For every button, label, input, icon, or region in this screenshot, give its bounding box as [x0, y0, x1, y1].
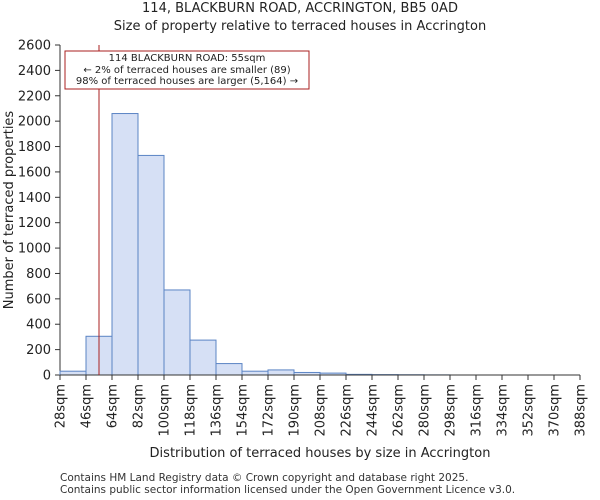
x-tick-label: 82sqm: [132, 384, 147, 428]
y-tick-label: 600: [26, 292, 51, 307]
bar: [241, 370, 269, 376]
x-tick-label: 226sqm: [340, 384, 355, 437]
y-tick-label: 200: [26, 343, 51, 358]
bar: [215, 363, 243, 376]
x-tick-label: 244sqm: [366, 384, 381, 437]
x-tick-label: 46sqm: [80, 384, 95, 428]
x-tick-label: 136sqm: [210, 384, 225, 437]
y-tick-label: 1200: [18, 216, 51, 231]
x-axis: 28sqm 46sqm 64sqm 82sqm 100sqm 118sqm 136sqm 15…: [54, 374, 589, 437]
footer-copyright: Contains HM Land Registry data © Crown c…: [60, 472, 469, 484]
x-tick-label: 154sqm: [236, 384, 251, 437]
bars: [59, 113, 451, 376]
y-tick-label: 2000: [18, 115, 51, 130]
bar: [59, 370, 87, 376]
x-tick-label: 280sqm: [418, 384, 433, 437]
y-tick-label: 1000: [18, 242, 51, 257]
x-tick-label: 316sqm: [470, 384, 485, 437]
bar: [111, 113, 139, 376]
y-tick-label: 400: [26, 318, 51, 333]
y-tick-label: 2400: [18, 64, 51, 79]
x-tick-label: 298sqm: [444, 384, 459, 437]
y-tick-label: 1600: [18, 165, 51, 180]
y-tick-label: 1800: [18, 140, 51, 155]
y-axis: 0 200 400 600 800 1000 1200 1400 1600 1800 2000 220…: [18, 39, 61, 384]
x-axis-label: Distribution of terraced houses by size …: [150, 446, 491, 461]
annotation-line-2: ← 2% of terraced houses are smaller (89): [83, 65, 290, 76]
chart-subtitle: Size of property relative to terraced ho…: [113, 19, 487, 34]
x-tick-label: 208sqm: [314, 384, 329, 437]
y-tick-label: 2200: [18, 89, 51, 104]
footer-licence: Contains public sector information licen…: [60, 484, 516, 496]
bar: [189, 339, 217, 376]
bar: [137, 154, 165, 376]
annotation-line-3: 98% of terraced houses are larger (5,164…: [76, 76, 298, 87]
x-tick-label: 28sqm: [54, 384, 69, 428]
x-tick-label: 388sqm: [574, 384, 589, 437]
y-tick-label: 1400: [18, 191, 51, 206]
x-tick-label: 100sqm: [158, 384, 173, 437]
annotation-line-1: 114 BLACKBURN ROAD: 55sqm: [109, 53, 266, 64]
bar: [267, 369, 295, 376]
annotation-box: 114 BLACKBURN ROAD: 55sqm ← 2% of terrac…: [64, 50, 310, 90]
x-tick-label: 352sqm: [522, 384, 537, 437]
x-tick-label: 262sqm: [392, 384, 407, 437]
x-tick-label: 190sqm: [288, 384, 303, 437]
y-tick-label: 0: [43, 369, 51, 384]
x-tick-label: 370sqm: [548, 384, 563, 437]
y-tick-label: 800: [26, 267, 51, 282]
bar: [163, 289, 191, 376]
x-tick-label: 64sqm: [106, 384, 121, 428]
x-tick-label: 334sqm: [496, 384, 511, 437]
y-tick-label: 2600: [18, 39, 51, 54]
y-axis-label: Number of terraced properties: [2, 111, 17, 310]
x-tick-label: 172sqm: [262, 384, 277, 437]
chart-title-address: 114, BLACKBURN ROAD, ACCRINGTON, BB5 0AD: [142, 1, 458, 16]
x-tick-label: 118sqm: [184, 384, 199, 437]
